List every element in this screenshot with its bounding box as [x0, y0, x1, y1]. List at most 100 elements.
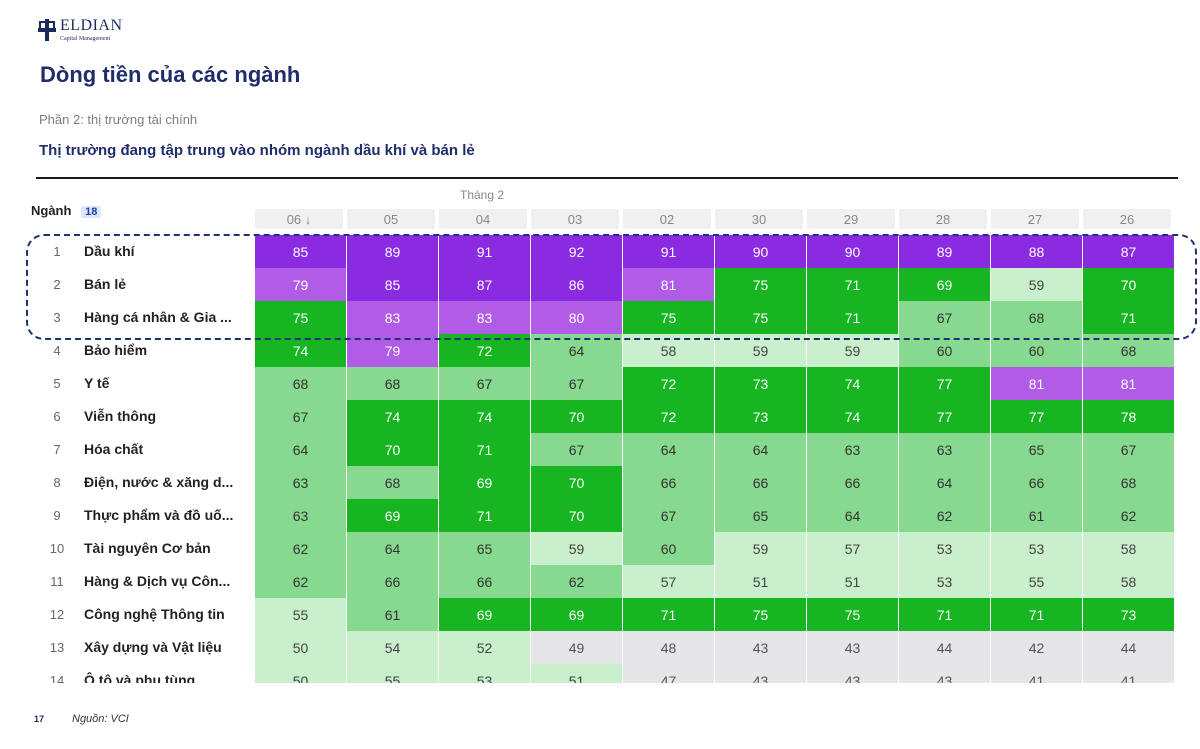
score-cell: 60	[623, 532, 715, 565]
score-cell: 74	[807, 400, 899, 433]
score-cell: 69	[899, 268, 991, 301]
sector-count-badge: 18	[81, 206, 102, 218]
score-cell: 77	[899, 367, 991, 400]
table-row[interactable]: 4 Bảo hiểm 74 79 72 64 58 59 59 60 60 68	[0, 334, 1200, 367]
score-cell: 62	[255, 565, 347, 598]
date-column-header[interactable]: 02	[623, 209, 711, 229]
score-cell: 71	[1083, 301, 1175, 334]
date-column-header[interactable]: 27	[991, 209, 1079, 229]
score-cell: 59	[807, 334, 899, 367]
score-cell: 88	[991, 235, 1083, 268]
score-cell: 67	[1083, 433, 1175, 466]
score-cell: 57	[807, 532, 899, 565]
score-cell: 73	[1083, 598, 1175, 631]
score-cell: 75	[255, 301, 347, 334]
score-cell: 69	[439, 598, 531, 631]
score-cell: 70	[1083, 268, 1175, 301]
score-cell: 59	[531, 532, 623, 565]
date-column-header[interactable]: 03	[531, 209, 619, 229]
score-cell: 48	[623, 631, 715, 664]
table-row[interactable]: 9 Thực phẩm và đồ uố... 63 69 71 70 67 65 64 62 61…	[0, 499, 1200, 532]
score-cell: 89	[347, 235, 439, 268]
table-row[interactable]: 11 Hàng & Dịch vụ Côn... 62 66 66 62 57 51 51 53 5…	[0, 565, 1200, 598]
table-row[interactable]: 1 Dầu khí 85 89 91 92 91 90 90 89 88 87	[0, 235, 1200, 268]
score-cell: 68	[1083, 466, 1175, 499]
score-cell: 66	[623, 466, 715, 499]
table-row[interactable]: 14 Ô tô và phụ tùng 50 55 53 51 47 43 43 43 41 41	[0, 664, 1200, 683]
row-rank: 14	[49, 673, 65, 683]
sector-name: Bảo hiểm	[84, 342, 148, 358]
date-column-header[interactable]: 29	[807, 209, 895, 229]
score-cell: 90	[807, 235, 899, 268]
score-cell: 55	[347, 664, 439, 683]
date-column-header[interactable]: 06 ↓	[255, 209, 343, 229]
score-cell: 55	[991, 565, 1083, 598]
row-rank: 13	[49, 640, 65, 655]
date-column-header[interactable]: 28	[899, 209, 987, 229]
date-column-header[interactable]: 04	[439, 209, 527, 229]
score-cell: 64	[715, 433, 807, 466]
score-cell: 58	[623, 334, 715, 367]
page-number: 17	[34, 714, 45, 724]
score-cell: 71	[439, 499, 531, 532]
score-cell: 67	[531, 367, 623, 400]
sector-name: Hàng & Dịch vụ Côn...	[84, 573, 231, 589]
score-cell: 49	[531, 631, 623, 664]
score-cell: 63	[255, 466, 347, 499]
score-cell: 73	[715, 367, 807, 400]
score-cell: 60	[899, 334, 991, 367]
date-column-header[interactable]: 26	[1083, 209, 1171, 229]
score-cell: 66	[439, 565, 531, 598]
score-cell: 83	[347, 301, 439, 334]
score-cell: 67	[899, 301, 991, 334]
score-cell: 64	[255, 433, 347, 466]
date-column-header[interactable]: 05	[347, 209, 435, 229]
score-cell: 64	[899, 466, 991, 499]
sector-name: Công nghệ Thông tin	[84, 606, 225, 622]
table-row[interactable]: 10 Tài nguyên Cơ bản 62 64 65 59 60 59 57 53 53 58	[0, 532, 1200, 565]
score-cell: 41	[1083, 664, 1175, 683]
row-rank: 7	[53, 442, 61, 457]
sector-column-header[interactable]: Ngành 18	[31, 203, 102, 218]
score-cell: 74	[439, 400, 531, 433]
score-cell: 68	[1083, 334, 1175, 367]
table-row[interactable]: 12 Công nghệ Thông tin 55 61 69 69 71 75 75 71 71 7…	[0, 598, 1200, 631]
score-cell: 77	[991, 400, 1083, 433]
score-cell: 66	[715, 466, 807, 499]
score-cell: 47	[623, 664, 715, 683]
score-cell: 90	[715, 235, 807, 268]
score-cell: 75	[715, 268, 807, 301]
table-row[interactable]: 8 Điện, nước & xăng d... 63 68 69 70 66 66 66 64 6…	[0, 466, 1200, 499]
sector-name: Viễn thông	[84, 408, 157, 424]
row-rank: 5	[53, 376, 61, 391]
table-row[interactable]: 13 Xây dựng và Vật liệu 50 54 52 49 48 43 43 44 42…	[0, 631, 1200, 664]
score-cell: 43	[715, 664, 807, 683]
score-cell: 74	[255, 334, 347, 367]
date-column-header[interactable]: 30	[715, 209, 803, 229]
score-cell: 71	[991, 598, 1083, 631]
score-cell: 57	[623, 565, 715, 598]
table-row[interactable]: 3 Hàng cá nhân & Gia ... 75 83 83 80 75 75 71 67 6…	[0, 301, 1200, 334]
score-cell: 87	[1083, 235, 1175, 268]
score-cell: 91	[439, 235, 531, 268]
score-cell: 61	[347, 598, 439, 631]
score-cell: 41	[991, 664, 1083, 683]
sector-name: Tài nguyên Cơ bản	[84, 540, 211, 556]
sector-name: Dầu khí	[84, 243, 135, 259]
table-row[interactable]: 6 Viễn thông 67 74 74 70 72 73 74 77 77 78	[0, 400, 1200, 433]
row-rank: 10	[49, 541, 65, 556]
score-cell: 80	[531, 301, 623, 334]
row-rank: 1	[53, 244, 61, 259]
score-cell: 75	[623, 301, 715, 334]
score-cell: 42	[991, 631, 1083, 664]
score-cell: 62	[899, 499, 991, 532]
row-rank: 11	[50, 574, 64, 589]
divider	[36, 177, 1178, 179]
score-cell: 81	[991, 367, 1083, 400]
score-cell: 74	[347, 400, 439, 433]
score-cell: 70	[531, 400, 623, 433]
table-row[interactable]: 2 Bán lẻ 79 85 87 86 81 75 71 69 59 70	[0, 268, 1200, 301]
sector-name: Hóa chất	[84, 441, 144, 457]
table-row[interactable]: 7 Hóa chất 64 70 71 67 64 64 63 63 65 67	[0, 433, 1200, 466]
